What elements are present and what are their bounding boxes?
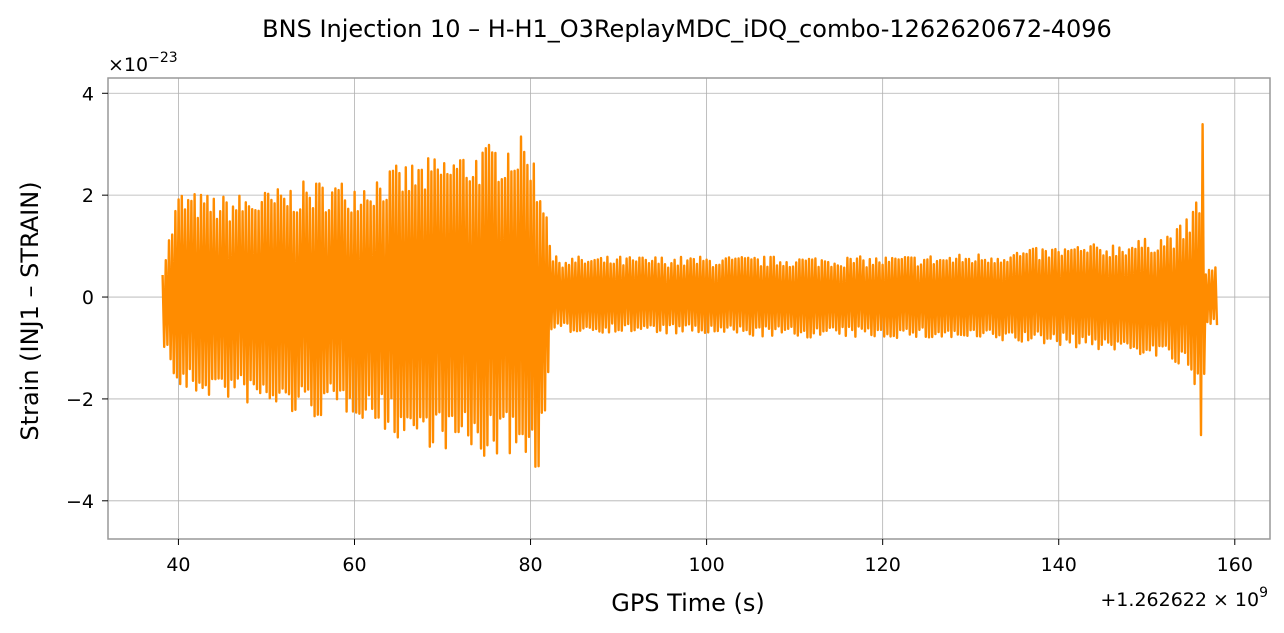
x-offset-times: × xyxy=(1213,589,1229,611)
x-tick-label: 40 xyxy=(166,554,190,576)
strain-series-line xyxy=(161,123,1219,468)
x-offset-prefix: +1.262622 xyxy=(1100,589,1207,611)
x-offset: +1.262622 × 109 xyxy=(1100,585,1268,611)
y-multiplier: ×10−23 xyxy=(108,50,178,76)
y-tick-label: −4 xyxy=(66,491,94,513)
y-tick-label: −2 xyxy=(66,389,94,411)
x-tick-label: 60 xyxy=(342,554,366,576)
y-tick-label: 2 xyxy=(82,185,94,207)
x-tick-label: 120 xyxy=(865,554,901,576)
x-tick-label: 100 xyxy=(688,554,724,576)
y-multiplier-exponent: −23 xyxy=(148,50,178,66)
x-offset-base: 10 xyxy=(1235,589,1259,611)
x-tick-label: 160 xyxy=(1217,554,1253,576)
x-tick-label: 80 xyxy=(518,554,542,576)
x-axis-title: GPS Time (s) xyxy=(611,589,765,617)
y-tick-label: 4 xyxy=(82,83,94,105)
x-tick-label: 140 xyxy=(1041,554,1077,576)
y-axis-title: Strain (INJ1 – STRAIN) xyxy=(16,181,44,440)
chart-title: BNS Injection 10 – H-H1_O3ReplayMDC_iDQ_… xyxy=(262,15,1112,43)
y-multiplier-prefix: ×10 xyxy=(108,54,148,76)
series-layer xyxy=(161,123,1219,468)
x-offset-exponent: 9 xyxy=(1259,585,1268,601)
plot-frame xyxy=(107,77,1271,540)
tick-layer: 40 60 80 100 120 140 160 −4 −2 0 2 4 xyxy=(66,83,1253,576)
y-tick-label: 0 xyxy=(82,287,94,309)
